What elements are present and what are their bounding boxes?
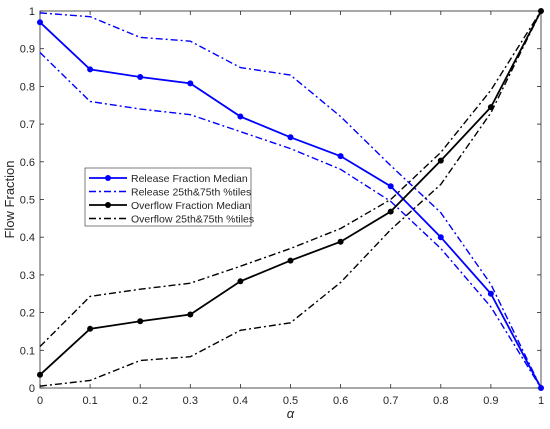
series-0-point — [137, 73, 144, 80]
series-0-point — [487, 290, 494, 297]
series-3-point — [337, 238, 344, 245]
x-tick-label: 0.7 — [383, 395, 398, 407]
x-axis-title: α — [287, 406, 295, 421]
series-3-point — [137, 318, 144, 325]
y-tick-label: 0.1 — [20, 345, 35, 357]
y-axis-title: Flow Fraction — [2, 160, 17, 238]
x-tick-label: 0.3 — [183, 395, 198, 407]
y-tick-label: 0.5 — [20, 195, 35, 207]
y-tick-label: 1 — [29, 6, 35, 18]
series-0-point — [87, 66, 94, 73]
x-tick-label: 0.2 — [133, 395, 148, 407]
series-layer — [37, 8, 544, 391]
series-3-point — [437, 157, 444, 164]
y-tick-label: 0.3 — [20, 270, 35, 282]
series-3-point — [387, 208, 394, 215]
y-tick-label: 0.7 — [20, 119, 35, 131]
series-line-4 — [39, 10, 542, 348]
y-tick-label: 0.8 — [20, 81, 35, 93]
x-tick-label: 1 — [538, 395, 544, 407]
series-3-point — [287, 257, 294, 264]
series-3-point — [37, 371, 43, 378]
series-0-point — [437, 234, 444, 241]
x-tick-label: 0.1 — [82, 395, 97, 407]
x-axis: 0 0.1 0.2 0.3 0.4 0.5 0.6 0.7 0.8 0.9 1 — [37, 11, 544, 407]
series-0-point — [187, 80, 194, 87]
series-0-point — [37, 19, 43, 26]
series-line-2 — [39, 51, 542, 389]
series-3-point — [237, 278, 244, 285]
x-tick-label: 0.4 — [233, 395, 248, 407]
y-tick-label: 0.4 — [20, 232, 35, 244]
x-tick-label: 0.9 — [483, 395, 498, 407]
legend-label: Overflow Fraction Median — [131, 200, 251, 212]
x-tick-label: 0.5 — [283, 395, 298, 407]
legend-label: Release Fraction Median — [131, 173, 248, 185]
series-0-point — [387, 183, 394, 190]
y-axis: 0 0.1 0.2 0.3 0.4 0.5 0.6 0.7 0.8 0.9 1 — [20, 6, 541, 395]
series-3-point — [187, 311, 194, 318]
y-tick-label: 0 — [29, 383, 35, 395]
series-0-point — [287, 134, 294, 141]
series-line-5 — [39, 10, 542, 387]
legend-marker — [105, 175, 111, 181]
series-3-point — [87, 325, 94, 332]
legend-label: Release 25th&75th %tiles — [131, 186, 251, 198]
x-tick-label: 0.8 — [433, 395, 448, 407]
y-tick-label: 0.6 — [20, 157, 35, 169]
series-0-point — [237, 113, 244, 120]
x-tick-label: 0 — [37, 395, 43, 407]
legend-label: Overflow 25th&75th %tiles — [131, 213, 254, 225]
y-tick-label: 0.2 — [20, 308, 35, 320]
x-tick-label: 0.6 — [333, 395, 348, 407]
series-line-1 — [39, 12, 542, 389]
y-tick-label: 0.9 — [20, 44, 35, 56]
series-0-point — [337, 153, 344, 160]
legend-marker — [105, 202, 111, 208]
